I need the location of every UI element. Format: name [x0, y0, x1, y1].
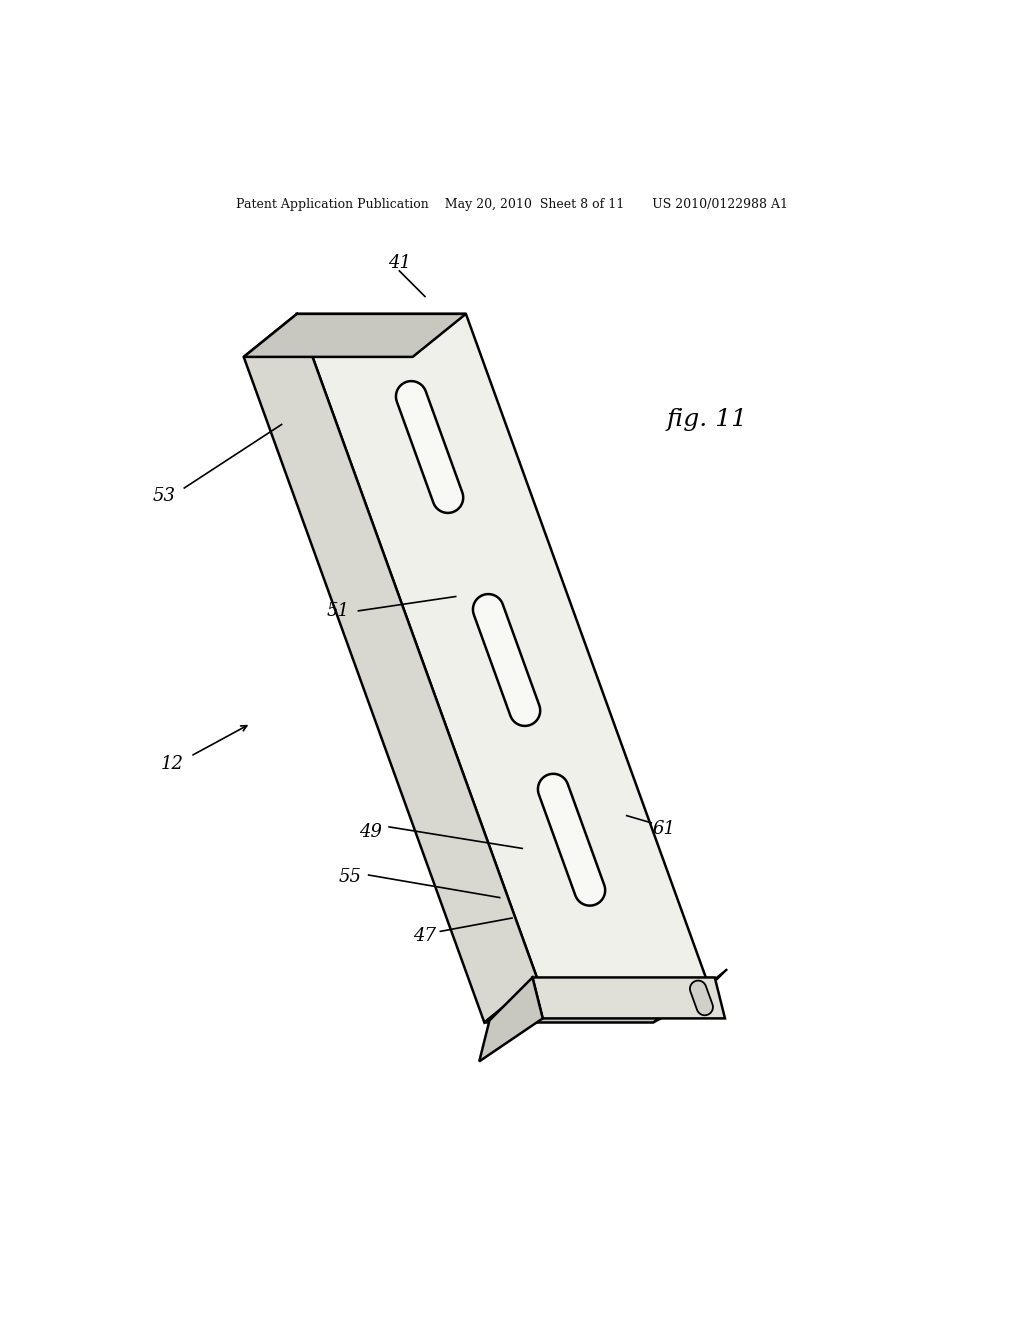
Polygon shape — [690, 981, 713, 1015]
Polygon shape — [538, 774, 605, 906]
Text: Patent Application Publication    May 20, 2010  Sheet 8 of 11       US 2010/0122: Patent Application Publication May 20, 2… — [236, 198, 788, 211]
Polygon shape — [244, 314, 466, 356]
Text: 51: 51 — [327, 602, 349, 620]
Text: 53: 53 — [153, 487, 175, 506]
Text: 47: 47 — [414, 928, 436, 945]
Polygon shape — [297, 314, 707, 979]
Polygon shape — [479, 977, 543, 1061]
Text: 61: 61 — [652, 820, 675, 838]
Text: 41: 41 — [388, 253, 411, 272]
Polygon shape — [396, 381, 463, 513]
Polygon shape — [532, 977, 725, 1019]
Polygon shape — [484, 979, 707, 1023]
Polygon shape — [653, 969, 727, 1023]
Text: 55: 55 — [339, 869, 361, 886]
Text: 49: 49 — [359, 824, 382, 841]
Text: fig. 11: fig. 11 — [666, 408, 748, 430]
Polygon shape — [244, 314, 538, 1023]
Text: 12: 12 — [161, 755, 183, 774]
Polygon shape — [473, 594, 541, 726]
